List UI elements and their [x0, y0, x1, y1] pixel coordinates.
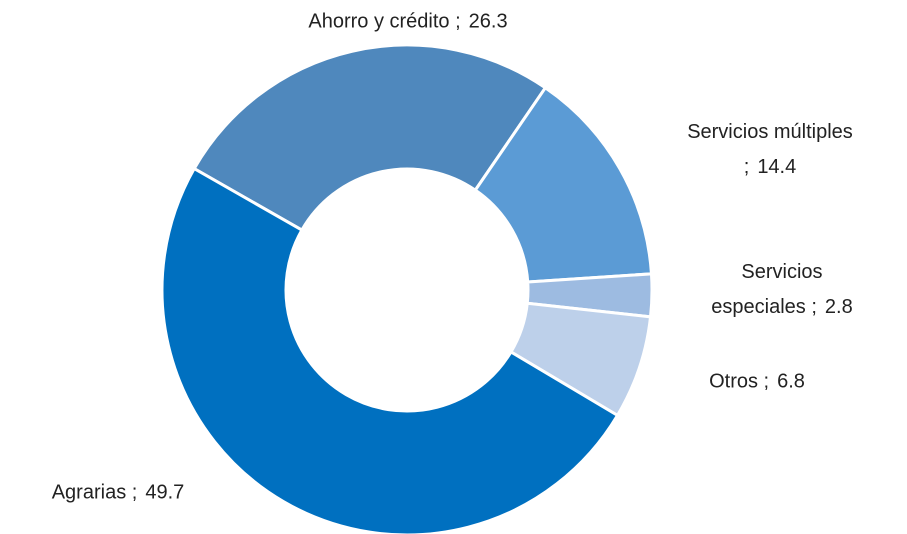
label-name: Ahorro y crédito — [308, 10, 450, 33]
data-label: Servicios múltiples ; 14.4 — [683, 115, 858, 185]
data-label: Agrarias ; 49.7 — [0, 476, 238, 511]
label-val: 2.8 — [824, 296, 853, 318]
label-name: Otros — [709, 370, 758, 393]
label-val: 14.4 — [757, 156, 797, 178]
label-val: 26.3 — [468, 10, 508, 33]
label-val: 49.7 — [145, 481, 185, 504]
label-sep: ; — [811, 296, 817, 318]
label-val: 6.8 — [777, 370, 805, 393]
label-sep: ; — [763, 370, 770, 393]
data-label: Servicios especiales ; 2.8 — [692, 255, 872, 325]
label-name: Servicios múltiples — [687, 121, 853, 143]
label-sep: ; — [131, 481, 138, 504]
donut-slice — [473, 85, 654, 284]
label-name: Agrarias — [51, 481, 127, 504]
donut-slice — [192, 43, 548, 233]
label-name: Servicios especiales — [711, 261, 823, 318]
data-label: Otros ; 6.8 — [657, 365, 857, 400]
label-sep: ; — [743, 156, 750, 178]
data-label: Ahorro y crédito ; 26.3 — [208, 5, 608, 40]
donut-slice — [160, 166, 620, 534]
label-sep: ; — [455, 10, 461, 33]
